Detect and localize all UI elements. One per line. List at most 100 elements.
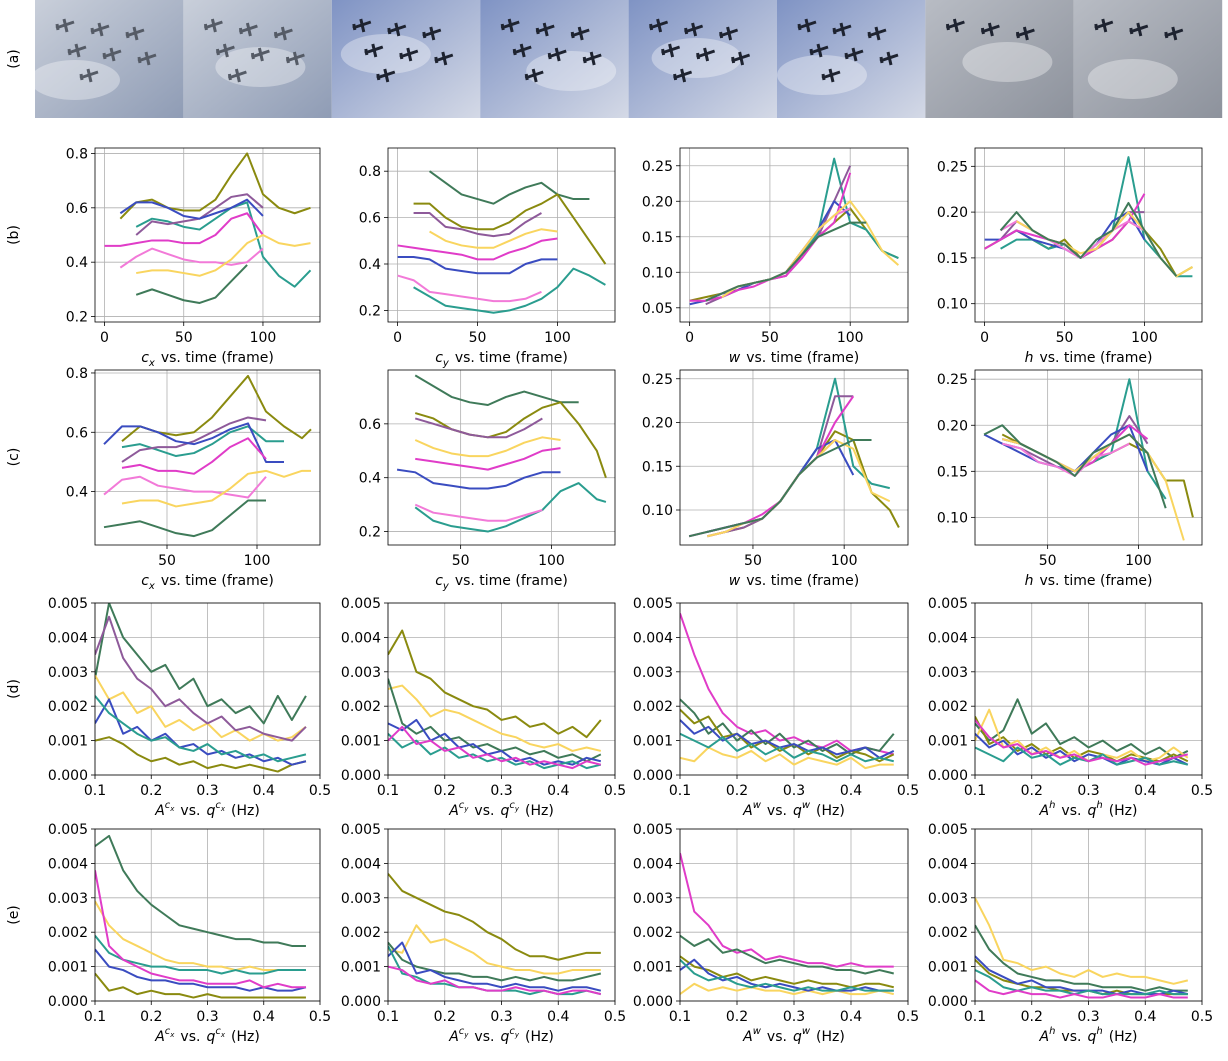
x-axis-label-part: q xyxy=(500,1029,509,1045)
y-tick-label: 0.4 xyxy=(359,471,381,487)
subplot: 0.10 0.15 0.20 0.25 50 100 w vs. time (frame) xyxy=(642,369,909,589)
subplot: 0.000 0.001 0.002 0.003 0.004 0.005 0.1 0.2 0.3 0… xyxy=(48,596,331,819)
x-axis-label-part: c xyxy=(165,1026,171,1037)
series-line xyxy=(680,719,895,759)
x-tick-label: 0.1 xyxy=(669,1009,691,1025)
series-line xyxy=(121,469,311,508)
plane xyxy=(524,68,544,83)
plane xyxy=(879,51,899,66)
x-axis-label: Acy vs. qcy (Hz) xyxy=(448,1026,554,1045)
y-tick-label: 0.20 xyxy=(642,194,673,210)
y-tick-label: 0.004 xyxy=(48,630,88,646)
subplot: 0.000 0.001 0.002 0.003 0.004 0.005 0.1 0.2 0.3 0… xyxy=(633,822,919,1045)
y-tick-label: 0.2 xyxy=(359,525,381,541)
x-axis-label: w vs. time (frame) xyxy=(729,573,859,589)
x-axis-label-part: vs. time (frame) xyxy=(455,350,568,366)
x-axis-label-part: (Hz) xyxy=(1109,1029,1138,1045)
x-axis-label: cy vs. time (frame) xyxy=(435,350,568,369)
x-tick-label: 0.5 xyxy=(897,783,919,799)
x-tick-label: 0.4 xyxy=(253,1009,275,1025)
x-axis-label-part: c xyxy=(459,800,465,811)
plane xyxy=(67,43,87,58)
x-axis-label-part: c xyxy=(141,350,149,366)
y-tick-label: 0.002 xyxy=(928,925,968,941)
x-axis-label-part: q xyxy=(1087,1029,1096,1045)
x-tick-label: 100 xyxy=(544,330,571,346)
axes-frame xyxy=(974,369,1203,546)
y-tick-label: 0.001 xyxy=(48,960,88,976)
photo xyxy=(35,0,184,118)
x-tick-label: 100 xyxy=(1131,330,1158,346)
x-axis-label-part: y xyxy=(463,1031,469,1039)
y-tick-label: 0.005 xyxy=(341,596,381,612)
x-axis-label-part: h xyxy=(1096,800,1102,811)
x-tick-label: 0.4 xyxy=(840,783,862,799)
x-axis-label-part: (Hz) xyxy=(525,1029,554,1045)
x-tick-label: 0.2 xyxy=(140,783,162,799)
plane xyxy=(1015,26,1035,41)
x-axis-label-part: A xyxy=(1039,803,1050,819)
row-label: (d) xyxy=(6,679,22,699)
series-line xyxy=(135,264,248,304)
x-axis-label-part: A xyxy=(154,1029,165,1045)
series-line xyxy=(680,708,895,763)
x-axis-label-part: A xyxy=(154,803,165,819)
y-tick-label: 0.20 xyxy=(642,416,673,432)
x-axis-label-part: w xyxy=(729,350,741,366)
series-line xyxy=(680,852,894,968)
x-axis-label-part: vs. xyxy=(474,1029,494,1045)
series-line xyxy=(397,274,542,303)
plane xyxy=(1129,22,1149,37)
x-tick-label: 0.2 xyxy=(140,1009,162,1025)
cloud xyxy=(30,60,120,100)
series-line xyxy=(413,193,607,265)
series-line xyxy=(975,719,1189,766)
y-tick-label: 0.003 xyxy=(633,891,673,907)
x-tick-label: 0.3 xyxy=(196,1009,218,1025)
y-tick-label: 0.2 xyxy=(66,310,88,326)
y-tick-label: 0.05 xyxy=(642,301,673,317)
series-line xyxy=(680,612,894,756)
x-axis-label-part: (Hz) xyxy=(525,803,554,819)
x-axis-label-part: w xyxy=(729,573,741,589)
x-axis-label-part: (Hz) xyxy=(1109,803,1138,819)
plane xyxy=(364,43,384,58)
x-axis-label-part: h xyxy=(1049,800,1055,811)
x-axis-label-part: c xyxy=(509,800,515,811)
axes-frame xyxy=(974,147,1203,323)
axes-frame xyxy=(387,369,616,546)
y-tick-label: 0.000 xyxy=(341,768,381,784)
series-line xyxy=(95,698,307,766)
y-tick-label: 0.15 xyxy=(642,459,673,475)
x-tick-label: 0.1 xyxy=(964,783,986,799)
x-axis-label: Acx vs. qcx (Hz) xyxy=(154,800,260,819)
x-tick-label: 0.4 xyxy=(253,783,275,799)
y-tick-label: 0.25 xyxy=(937,372,968,388)
series-line xyxy=(414,436,561,458)
y-tick-label: 0.005 xyxy=(341,822,381,838)
plane xyxy=(809,43,829,58)
x-axis-label-part: c xyxy=(509,1026,515,1037)
series-line xyxy=(975,969,1188,996)
plane xyxy=(352,18,372,33)
x-tick-label: 50 xyxy=(1039,553,1057,569)
y-tick-label: 0.001 xyxy=(928,734,968,750)
y-tick-label: 0.003 xyxy=(928,665,968,681)
subplot: 0.000 0.001 0.002 0.003 0.004 0.005 0.1 0.2 0.3 0… xyxy=(341,822,626,1045)
series-line xyxy=(388,733,602,770)
image-strip xyxy=(30,0,1223,118)
y-tick-label: 0.003 xyxy=(341,891,381,907)
y-tick-label: 0.001 xyxy=(633,734,673,750)
series-line xyxy=(680,982,894,996)
series-line xyxy=(414,503,543,522)
series-line xyxy=(104,212,264,247)
x-axis-label-part: vs. xyxy=(767,1029,787,1045)
series-line xyxy=(136,234,311,277)
series-line xyxy=(95,834,306,947)
series-line xyxy=(95,615,307,742)
series-line xyxy=(983,424,1167,509)
series-line xyxy=(1001,442,1130,477)
y-tick-label: 0.6 xyxy=(66,425,88,441)
